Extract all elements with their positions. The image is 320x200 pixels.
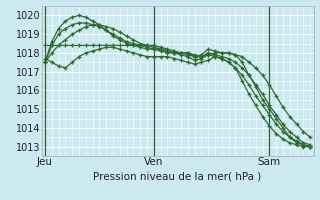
X-axis label: Pression niveau de la mer( hPa ): Pression niveau de la mer( hPa ): [93, 172, 262, 182]
